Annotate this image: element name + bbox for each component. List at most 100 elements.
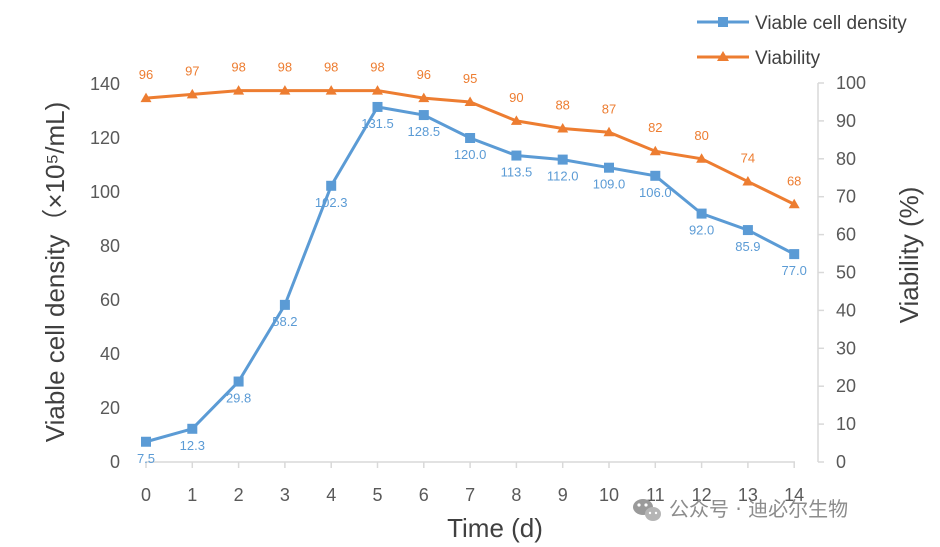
viable-cell-density-point — [465, 133, 476, 143]
viable-cell-density-data-label: 58.2 — [272, 314, 297, 329]
viability-point — [233, 85, 245, 95]
viable-cell-density-data-label: 112.0 — [547, 169, 579, 184]
viability-data-label: 98 — [324, 60, 338, 75]
right-tick-label: 10 — [836, 414, 856, 434]
right-axis-title: Viability (%) — [894, 187, 924, 324]
right-tick-label: 40 — [836, 300, 856, 320]
viability-point — [557, 122, 569, 133]
viability-data-label: 96 — [417, 67, 431, 82]
right-tick-label: 80 — [836, 149, 856, 169]
viable-cell-density-data-label: 85.9 — [735, 239, 760, 254]
viability-point — [696, 153, 708, 163]
x-tick-label: 14 — [784, 485, 804, 505]
viable-cell-density-data-label: 92.0 — [689, 223, 714, 238]
left-tick-label: 0 — [110, 452, 120, 472]
x-tick-label: 9 — [558, 485, 568, 505]
left-tick-labels: 0 20 40 60 80 100 120 140 — [90, 74, 120, 472]
viability-data-label: 68 — [787, 173, 801, 188]
left-tick-label: 40 — [100, 344, 120, 364]
viable-cell-density-point — [418, 110, 429, 121]
left-tick-label: 20 — [100, 398, 120, 418]
viability-point — [186, 88, 198, 99]
viability-point — [418, 92, 430, 103]
viable-cell-density-data-label: 29.8 — [226, 391, 251, 406]
viability-data-label: 80 — [694, 128, 708, 143]
x-tick-label: 0 — [141, 485, 151, 505]
viability-point — [140, 92, 152, 103]
viable-cell-density-data-label: 106.0 — [639, 185, 672, 200]
viability-point — [510, 115, 522, 125]
left-tick-label: 120 — [90, 128, 120, 148]
viable-cell-density-data-label: 120.0 — [454, 147, 487, 162]
viable-cell-density-point — [604, 162, 614, 173]
left-axis-title: Viable cell density（×10⁵/mL) — [40, 102, 70, 443]
x-ticks — [145, 462, 795, 468]
viable-cell-density-point — [326, 180, 337, 191]
left-tick-label: 140 — [90, 74, 120, 94]
right-tick-label: 70 — [836, 187, 856, 207]
viability-data-label: 98 — [370, 60, 384, 75]
x-axis-title: Time (d) — [447, 513, 543, 543]
series-layer — [140, 85, 800, 447]
viability-data-label: 87 — [602, 101, 616, 116]
left-tick-label: 60 — [100, 290, 120, 310]
left-tick-label: 80 — [100, 236, 120, 256]
x-tick-label: 7 — [465, 485, 475, 505]
legend-entry-viability: Viability — [697, 48, 821, 69]
viable-cell-density-data-label: 131.5 — [361, 116, 394, 131]
right-tick-label: 50 — [836, 263, 856, 283]
x-tick-label: 5 — [372, 485, 382, 505]
viable-cell-density-point — [141, 436, 151, 447]
data-label-layer: 96 97 98 98 98 98 96 95 90 88 87 82 80 74 68 7.5 12.3 29.… — [137, 60, 807, 466]
legend-square-marker — [718, 17, 728, 27]
right-tick-label: 100 — [836, 73, 866, 93]
viability-data-label: 97 — [185, 63, 199, 78]
viability-data-label: 74 — [741, 151, 755, 166]
viable-cell-density-data-label: 102.3 — [315, 195, 348, 210]
viable-cell-density-data-label: 77.0 — [782, 263, 807, 278]
viable-cell-density-data-label: 128.5 — [408, 124, 441, 139]
right-ticks — [818, 82, 824, 463]
viable-cell-density-data-label: 7.5 — [137, 451, 155, 466]
viability-data-label: 88 — [555, 97, 569, 112]
viability-data-label: 95 — [463, 71, 477, 86]
right-tick-label: 30 — [836, 338, 856, 358]
viable-cell-density-point — [372, 101, 383, 112]
x-tick-label: 4 — [326, 485, 336, 505]
viable-cell-density-data-label: 113.5 — [501, 165, 533, 180]
watermark-text: 公众号 · 迪必尔生物 — [669, 497, 848, 521]
right-tick-labels: 0 10 20 30 40 50 60 70 80 90 100 — [836, 73, 866, 472]
x-tick-label: 10 — [599, 485, 619, 505]
x-tick-labels: 0 1 2 3 4 5 6 7 8 9 10 11 12 13 14 — [141, 485, 804, 505]
x-tick-label: 3 — [280, 485, 290, 505]
x-tick-label: 11 — [646, 485, 665, 505]
viable-cell-density-point — [187, 423, 198, 434]
viability-point — [464, 96, 476, 106]
viability-data-label: 98 — [278, 60, 292, 75]
viability-point — [279, 85, 291, 95]
viability-data-label: 96 — [139, 67, 153, 82]
viable-cell-density-point — [789, 249, 800, 260]
right-tick-label: 20 — [836, 376, 856, 396]
x-tick-label: 1 — [187, 485, 197, 505]
x-tick-label: 13 — [738, 485, 758, 505]
viable-cell-density-point — [233, 376, 244, 387]
viability-point — [742, 176, 754, 186]
viable-cell-density-point — [742, 225, 753, 236]
legend: Viable cell density Viability — [697, 13, 907, 69]
legend-label-viability: Viability — [755, 48, 821, 69]
viable-cell-density-data-label: 109.0 — [593, 177, 626, 192]
viability-data-label: 90 — [509, 90, 523, 105]
viability-point — [372, 85, 383, 95]
right-tick-label: 90 — [836, 111, 856, 131]
viability-data-label: 98 — [231, 60, 245, 75]
viability-point — [603, 126, 615, 137]
left-tick-label: 100 — [90, 182, 120, 202]
legend-entry-viable-cell-density: Viable cell density — [697, 13, 907, 34]
viability-data-label: 82 — [648, 120, 662, 135]
viable-cell-density-point — [696, 208, 707, 219]
viability-point — [325, 85, 337, 95]
x-tick-label: 12 — [692, 485, 712, 505]
wechat-icon — [633, 499, 661, 521]
